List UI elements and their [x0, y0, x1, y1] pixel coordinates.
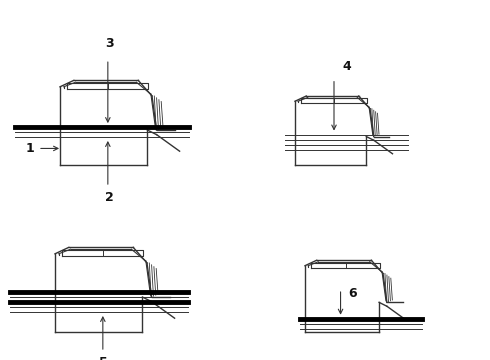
Text: 1: 1 [25, 142, 34, 155]
Text: 3: 3 [105, 37, 114, 50]
Text: 4: 4 [342, 60, 351, 73]
Text: 5: 5 [99, 356, 108, 360]
Text: 2: 2 [105, 191, 114, 204]
Text: 6: 6 [348, 287, 357, 300]
